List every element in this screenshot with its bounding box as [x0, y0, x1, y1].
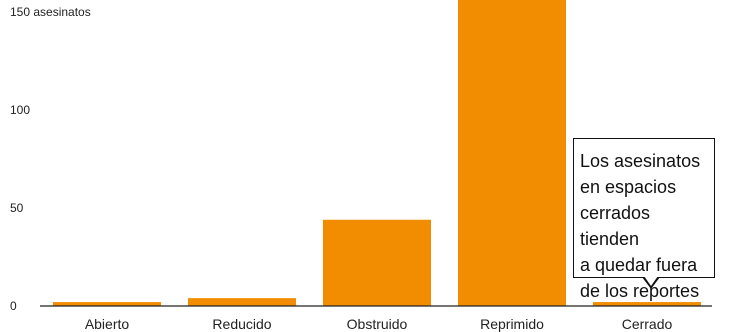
bar-reprimido — [458, 0, 566, 306]
annotation-callout: Los asesinatos en espacios cerrados tien… — [573, 138, 715, 301]
x-category-label: Reducido — [212, 316, 271, 332]
x-category-label: Abierto — [85, 316, 130, 332]
x-category-label: Cerrado — [622, 316, 673, 332]
x-category-label: Reprimido — [480, 316, 544, 332]
bars — [53, 0, 701, 306]
bar-cerrado — [593, 302, 701, 306]
y-tick-label: 0 — [10, 299, 17, 313]
annotation-pointer — [642, 276, 660, 289]
y-tick-label: 50 — [10, 201, 24, 215]
y-tick-label: 150 asesinatos — [10, 5, 91, 19]
bar-abierto — [53, 302, 161, 306]
y-axis-ticks: 0 50 100 150 asesinatos — [10, 5, 91, 313]
x-category-label: Obstruido — [347, 316, 408, 332]
bar-reducido — [188, 298, 296, 306]
bar-obstruido — [323, 219, 431, 306]
x-axis-category-labels: Abierto Reducido Obstruido Reprimido Cerrado — [85, 316, 673, 332]
y-tick-label: 100 — [10, 103, 30, 117]
